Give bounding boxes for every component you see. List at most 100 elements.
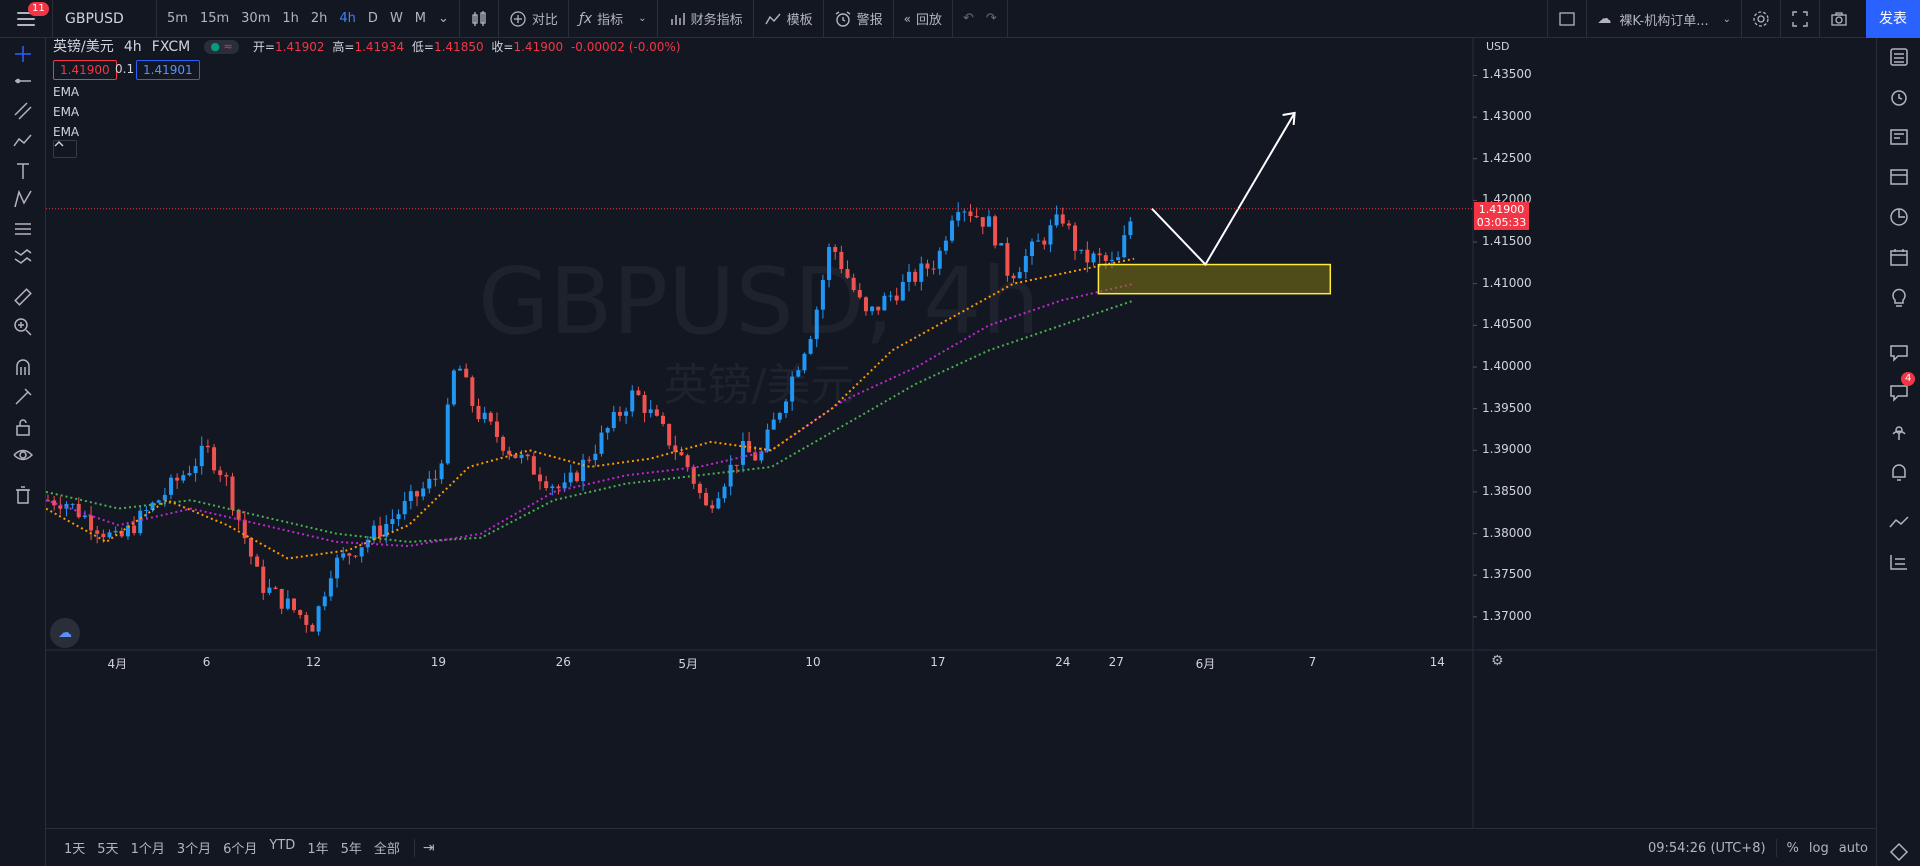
- messages-button[interactable]: 4: [1885, 372, 1916, 406]
- candle-body[interactable]: [1011, 275, 1016, 279]
- candle-body[interactable]: [187, 473, 192, 476]
- candle-body[interactable]: [544, 481, 549, 488]
- symbol-search[interactable]: GBPUSD: [53, 0, 157, 38]
- candle-body[interactable]: [224, 475, 229, 477]
- candle-body[interactable]: [144, 509, 149, 511]
- candle-body[interactable]: [1048, 225, 1053, 245]
- candle-body[interactable]: [968, 211, 973, 216]
- candle-body[interactable]: [759, 451, 764, 461]
- chart-type-button[interactable]: [460, 0, 499, 38]
- candle-body[interactable]: [593, 453, 598, 461]
- legend-collapse-button[interactable]: [53, 140, 77, 158]
- candle-body[interactable]: [316, 606, 321, 632]
- candle-body[interactable]: [833, 247, 838, 252]
- replay-button[interactable]: « 回放: [894, 0, 953, 38]
- market-status-pill[interactable]: ● ≈: [204, 40, 239, 54]
- candle-body[interactable]: [679, 451, 684, 456]
- candle-body[interactable]: [310, 624, 315, 632]
- candle-body[interactable]: [531, 456, 536, 475]
- candle-body[interactable]: [820, 279, 825, 310]
- layout-name-button[interactable]: ☁ 裸K-机构订单... ⌄: [1587, 0, 1742, 38]
- candle-body[interactable]: [538, 474, 542, 482]
- interval-30m[interactable]: 30m: [241, 11, 271, 26]
- sell-price-box[interactable]: 1.41900: [53, 60, 117, 80]
- candle-body[interactable]: [624, 411, 629, 416]
- candle-body[interactable]: [943, 240, 948, 251]
- candle-body[interactable]: [1036, 240, 1041, 242]
- candle-body[interactable]: [482, 412, 487, 420]
- hotlists-button[interactable]: [1885, 203, 1913, 231]
- candle-body[interactable]: [488, 412, 493, 422]
- candle-body[interactable]: [236, 509, 241, 520]
- candle-body[interactable]: [753, 452, 758, 461]
- candle-body[interactable]: [132, 525, 137, 534]
- candle-body[interactable]: [857, 290, 862, 298]
- candle-body[interactable]: [882, 295, 887, 311]
- candle-body[interactable]: [1128, 221, 1133, 236]
- candle-body[interactable]: [46, 500, 50, 502]
- candle-body[interactable]: [734, 464, 739, 466]
- currency-label[interactable]: USD: [1486, 40, 1510, 53]
- candle-body[interactable]: [1079, 249, 1084, 251]
- range-1[interactable]: 5天: [97, 842, 119, 857]
- range-5[interactable]: YTD: [269, 838, 296, 853]
- candle-body[interactable]: [605, 428, 610, 433]
- candle-body[interactable]: [427, 478, 432, 489]
- stay-drawing-tool[interactable]: [10, 384, 36, 410]
- settings-button[interactable]: [1742, 0, 1781, 38]
- undo-icon[interactable]: ↶: [962, 11, 974, 26]
- candle-body[interactable]: [771, 419, 776, 430]
- icon-tool[interactable]: [10, 244, 36, 270]
- ema-mid-line[interactable]: [46, 282, 1135, 548]
- ema-legend-2[interactable]: EMA: [53, 105, 80, 119]
- candle-body[interactable]: [451, 370, 456, 405]
- candle-body[interactable]: [328, 578, 333, 597]
- log-toggle[interactable]: log: [1808, 840, 1829, 856]
- candle-body[interactable]: [667, 423, 672, 446]
- candle-body[interactable]: [777, 413, 782, 420]
- channel-tool[interactable]: [10, 98, 36, 124]
- candle-body[interactable]: [1054, 214, 1059, 226]
- interval-2h[interactable]: 2h: [310, 11, 328, 26]
- object-tree-button[interactable]: [1885, 548, 1913, 576]
- buy-price-box[interactable]: 1.41901: [136, 60, 200, 80]
- candle-body[interactable]: [704, 492, 709, 506]
- candle-body[interactable]: [1060, 214, 1065, 224]
- snapshot-button[interactable]: [1820, 0, 1858, 38]
- candle-body[interactable]: [962, 211, 967, 213]
- candle-body[interactable]: [218, 470, 223, 476]
- collapse-panel-button[interactable]: [1885, 838, 1913, 866]
- candle-body[interactable]: [937, 250, 942, 269]
- candle-body[interactable]: [648, 409, 653, 414]
- candle-body[interactable]: [611, 411, 616, 429]
- candle-body[interactable]: [716, 498, 721, 509]
- trend-line-tool[interactable]: [10, 68, 36, 94]
- candle-body[interactable]: [1023, 255, 1028, 273]
- candle-body[interactable]: [1042, 240, 1047, 245]
- candle-body[interactable]: [212, 447, 217, 471]
- candle-body[interactable]: [162, 494, 167, 501]
- candle-body[interactable]: [642, 395, 647, 414]
- candle-body[interactable]: [863, 297, 868, 312]
- candle-body[interactable]: [931, 268, 936, 270]
- indicators-button[interactable]: ƒx 指标 ⌄: [569, 0, 658, 38]
- candle-body[interactable]: [470, 377, 475, 406]
- candle-body[interactable]: [525, 454, 530, 457]
- candle-body[interactable]: [519, 454, 524, 459]
- candle-body[interactable]: [248, 538, 253, 557]
- range-7[interactable]: 5年: [340, 842, 362, 857]
- candle-body[interactable]: [907, 271, 911, 282]
- candle-body[interactable]: [76, 503, 81, 518]
- candle-body[interactable]: [292, 598, 296, 611]
- candle-body[interactable]: [568, 472, 573, 483]
- candle-body[interactable]: [242, 519, 247, 539]
- candle-body[interactable]: [371, 525, 376, 540]
- prediction-tool[interactable]: [10, 216, 36, 242]
- candle-body[interactable]: [501, 436, 506, 451]
- candle-body[interactable]: [814, 309, 819, 340]
- watchlist-button[interactable]: [1885, 43, 1913, 71]
- interval-W[interactable]: W: [389, 11, 403, 26]
- candle-body[interactable]: [507, 450, 512, 455]
- candle-body[interactable]: [169, 477, 173, 495]
- candle-body[interactable]: [1116, 257, 1121, 261]
